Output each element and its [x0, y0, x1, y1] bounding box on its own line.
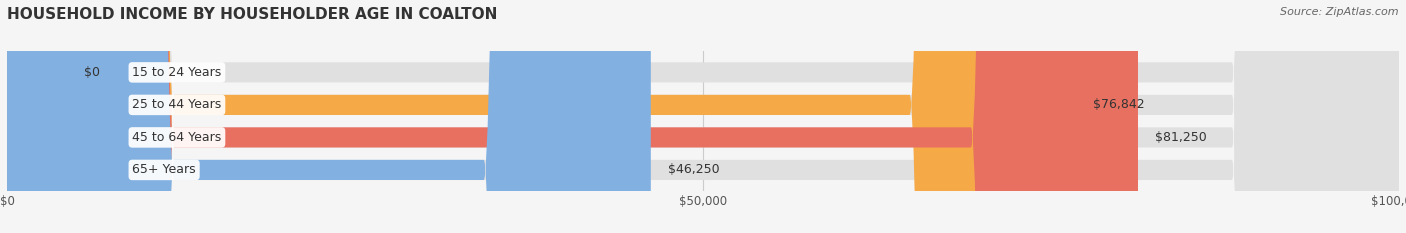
Text: 15 to 24 Years: 15 to 24 Years — [132, 66, 222, 79]
FancyBboxPatch shape — [7, 0, 1399, 233]
FancyBboxPatch shape — [7, 0, 651, 233]
FancyBboxPatch shape — [7, 0, 1077, 233]
Text: 65+ Years: 65+ Years — [132, 163, 195, 176]
FancyBboxPatch shape — [7, 0, 1399, 233]
Text: $46,250: $46,250 — [668, 163, 718, 176]
FancyBboxPatch shape — [0, 0, 63, 233]
Text: Source: ZipAtlas.com: Source: ZipAtlas.com — [1281, 7, 1399, 17]
Text: 45 to 64 Years: 45 to 64 Years — [132, 131, 222, 144]
Text: $0: $0 — [83, 66, 100, 79]
FancyBboxPatch shape — [7, 0, 1399, 233]
Text: $81,250: $81,250 — [1154, 131, 1206, 144]
Text: HOUSEHOLD INCOME BY HOUSEHOLDER AGE IN COALTON: HOUSEHOLD INCOME BY HOUSEHOLDER AGE IN C… — [7, 7, 498, 22]
Text: 25 to 44 Years: 25 to 44 Years — [132, 98, 222, 111]
Text: $76,842: $76,842 — [1094, 98, 1144, 111]
FancyBboxPatch shape — [7, 0, 1399, 233]
FancyBboxPatch shape — [7, 0, 1137, 233]
